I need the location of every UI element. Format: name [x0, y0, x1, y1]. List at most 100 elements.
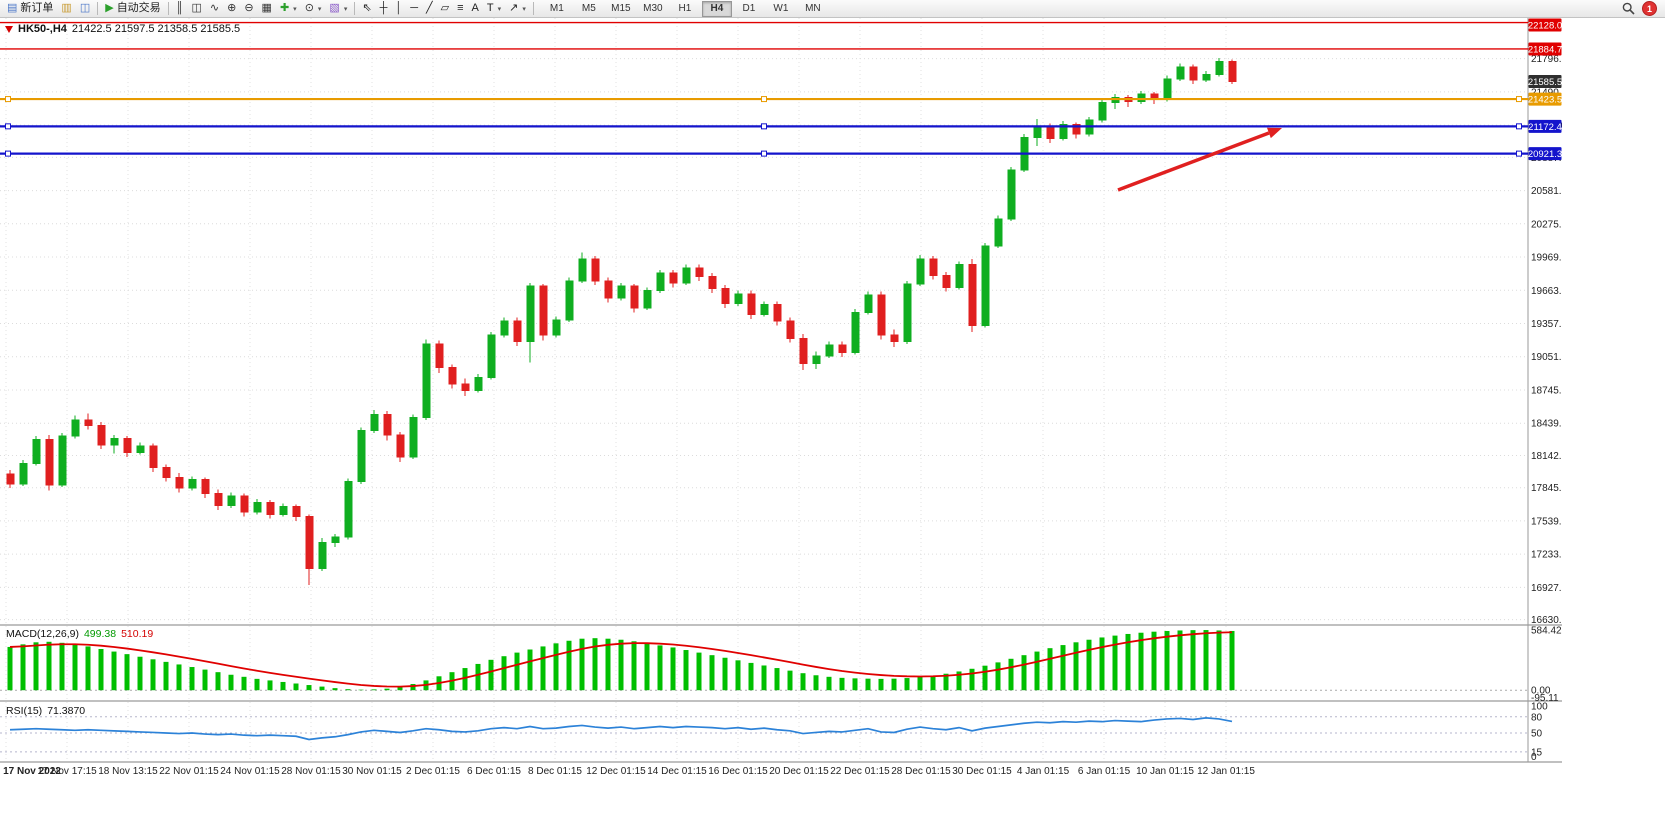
label-button[interactable]: T ▾: [483, 0, 505, 17]
crosshair-button[interactable]: ┼: [376, 0, 392, 17]
price-axis-label: 17233.0: [1531, 550, 1562, 561]
timeframe-m15[interactable]: M15: [611, 2, 631, 14]
trend-arrow-annotation[interactable]: [1117, 127, 1282, 192]
candle: [773, 304, 782, 322]
rsi-scale-label: 100: [1531, 702, 1548, 713]
zoom-out-button[interactable]: ⊖: [240, 0, 257, 17]
timeframe-h1[interactable]: H1: [678, 2, 692, 14]
macd-histogram-bar: [397, 687, 403, 691]
arrows-button[interactable]: ↗ ▾: [505, 0, 530, 17]
macd-histogram-bar: [46, 641, 52, 691]
macd-histogram-bar: [267, 680, 273, 691]
line-handle[interactable]: [1516, 150, 1522, 157]
timeframe-m30[interactable]: M30: [643, 2, 663, 14]
autotrading-play-icon: ▶: [105, 2, 114, 14]
navigator-button[interactable]: ◫: [76, 0, 94, 17]
timeframe-m5[interactable]: M5: [581, 2, 596, 14]
template-icon: ▧: [329, 2, 340, 14]
time-axis-label: 16 Dec 01:15: [708, 766, 768, 777]
candles-layer: [6, 58, 1237, 585]
candle: [110, 437, 119, 446]
price-badge-label: 22128.0: [1528, 21, 1562, 32]
vertical-line-button[interactable]: │: [391, 0, 406, 17]
candle: [84, 419, 93, 426]
line-handle[interactable]: [761, 150, 767, 157]
macd-histogram-bar: [384, 688, 390, 691]
time-axis-label: 20 Dec 01:15: [769, 766, 829, 777]
timeframe-mn[interactable]: MN: [805, 2, 821, 14]
periods-button[interactable]: ⊙ ▾: [301, 0, 326, 17]
price-axis-label: 18745.0: [1531, 385, 1562, 396]
line-handle[interactable]: [761, 123, 767, 130]
price-badge: [1528, 18, 1562, 32]
bar-chart-button[interactable]: ║: [172, 0, 188, 17]
timeframe-m1[interactable]: M1: [549, 2, 564, 14]
candle: [474, 376, 483, 392]
rsi-line: [9, 717, 1233, 741]
text-button[interactable]: A: [468, 0, 483, 17]
chevron-down-icon: ▾: [522, 5, 526, 13]
macd-histogram-bar: [917, 677, 923, 691]
macd-scale-label: 0.00: [1531, 686, 1551, 697]
candle: [1202, 73, 1211, 81]
candlestick-chart-button[interactable]: ◫: [187, 0, 205, 17]
indicator-plus-icon: ✚: [279, 2, 290, 14]
macd-histogram-bar: [878, 678, 884, 691]
candle: [292, 506, 301, 517]
zoom-in-button[interactable]: ⊕: [223, 0, 240, 17]
autotrading-button[interactable]: ▶ 自动交易: [101, 0, 164, 17]
horizontal-line-button[interactable]: ─: [406, 0, 422, 17]
cursor-button[interactable]: ⇖: [358, 0, 375, 17]
macd-histogram-bar: [930, 675, 936, 691]
search-icon[interactable]: [1622, 2, 1635, 15]
macd-histogram-bar: [319, 686, 325, 691]
line-handle[interactable]: [5, 123, 11, 130]
candle: [591, 258, 600, 282]
macd-histogram-bar: [20, 644, 26, 691]
macd-histogram-bar: [605, 638, 611, 691]
notification-badge[interactable]: 1: [1642, 1, 1657, 16]
candle: [370, 413, 379, 432]
macd-histogram-bar: [800, 673, 806, 691]
macd-histogram-bar: [1190, 630, 1196, 691]
macd-histogram-bar: [709, 655, 715, 691]
candle: [656, 272, 665, 292]
toolbar-buttons: ▤ 新订单 ▥ ◫ ▶ 自动交易 ║ ◫ ∿ ⊕ ⊖ ▦ ✚ ▾ ⊙ ▾ ▧ ▾ ⇖ ┼ │ ─ ╱ ▱ ≡ A T ▾ ↗ ▾: [3, 0, 537, 17]
price-axis-label: 18439.0: [1531, 419, 1562, 430]
timeframe-d1[interactable]: D1: [742, 2, 756, 14]
timeframe-w1[interactable]: W1: [773, 2, 789, 14]
candle: [1033, 126, 1042, 138]
tile-windows-button[interactable]: ▦: [258, 0, 276, 17]
candle: [253, 501, 262, 513]
candle: [1228, 60, 1237, 82]
line-handle[interactable]: [5, 150, 11, 157]
price-axis-label: 17845.0: [1531, 483, 1562, 494]
timeframe-h4[interactable]: H4: [701, 0, 732, 17]
line-chart-button[interactable]: ∿: [206, 0, 223, 17]
trendline-button[interactable]: ╱: [422, 0, 437, 17]
charts-button[interactable]: ▥: [57, 0, 75, 17]
macd-panel: 584.42 0.00-95.11: [0, 626, 1562, 704]
templates-button[interactable]: ▧ ▾: [325, 0, 351, 17]
macd-histogram-bar: [839, 677, 845, 691]
macd-histogram-bar: [748, 662, 754, 691]
line-handle[interactable]: [5, 96, 11, 103]
line-handle[interactable]: [1516, 123, 1522, 130]
line-handle[interactable]: [1516, 96, 1522, 103]
time-axis-label: 6 Dec 01:15: [467, 766, 521, 777]
channel-button[interactable]: ▱: [437, 0, 453, 17]
candle: [279, 506, 288, 515]
price-badge-label: 21172.4: [1528, 122, 1562, 133]
candle: [643, 290, 652, 309]
toolbar-separator: [97, 2, 99, 15]
line-handle[interactable]: [761, 96, 767, 103]
new-order-button[interactable]: ▤ 新订单: [3, 0, 57, 17]
fibonacci-button[interactable]: ≡: [453, 0, 467, 17]
toolbar-separator: [354, 2, 356, 15]
candle: [786, 320, 795, 339]
macd-histogram-bar: [332, 688, 338, 691]
macd-histogram-bar: [59, 642, 65, 691]
price-axis-label: 20275.0: [1531, 219, 1562, 230]
macd-histogram-bar: [293, 683, 299, 691]
indicators-button[interactable]: ✚ ▾: [276, 0, 301, 17]
